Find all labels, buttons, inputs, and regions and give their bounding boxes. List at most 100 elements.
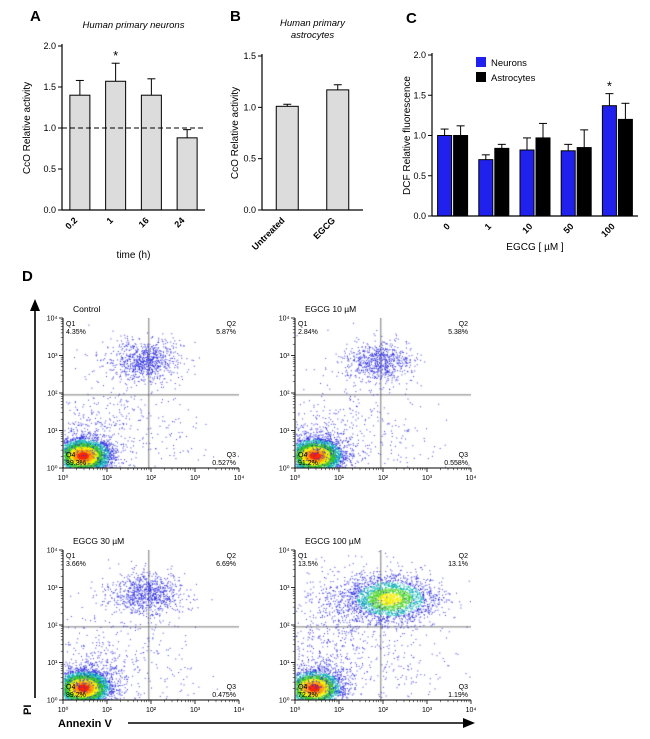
svg-text:10⁴: 10⁴	[279, 548, 290, 555]
svg-text:10⁰: 10⁰	[290, 474, 301, 482]
bar	[576, 147, 592, 217]
svg-text:10¹: 10¹	[334, 475, 345, 482]
quadrant-q4-label: Q4	[66, 452, 75, 459]
svg-text:10⁰: 10⁰	[279, 697, 290, 705]
bar	[69, 94, 91, 211]
svg-text:10³: 10³	[47, 353, 58, 360]
svg-text:10²: 10²	[146, 475, 157, 482]
chart-cco-astrocytes: Human primary astrocytes 0.0 0.5 1.0 1.5 Untre…	[226, 6, 381, 269]
svg-text:1.5: 1.5	[243, 51, 256, 61]
svg-text:0: 0	[441, 221, 452, 232]
svg-text:10³: 10³	[279, 585, 290, 592]
svg-text:1.0: 1.0	[243, 102, 256, 112]
svg-text:50: 50	[561, 221, 575, 235]
svg-text:10²: 10²	[378, 475, 389, 482]
y-axis-label: CcO Relative activity	[22, 82, 33, 174]
chart-svg-C: * 0.0 0.5 1.0 1.5 2.0 0 1 10 50 100 DCF Relative fl…	[402, 50, 638, 253]
chart-cco-neurons: Human primary neurons * 0.0 0.5 1.0 1.5 2.0 0.2…	[18, 6, 218, 269]
quadrant-q1-label: Q1	[298, 553, 307, 560]
quadrant-q4-percent: 72.2%	[298, 692, 318, 699]
y-axis-label: CcO Relative activity	[230, 87, 241, 179]
significance-star: *	[113, 48, 118, 63]
bar	[519, 149, 535, 217]
svg-text:1: 1	[483, 221, 494, 232]
svg-text:10: 10	[520, 221, 534, 235]
quadrant-q1-percent: 13.5%	[298, 561, 318, 568]
svg-text:1.0: 1.0	[43, 123, 56, 133]
flow-plot-egcg-100: EGCG 100 µM 10⁰ 10⁰ 10¹ 10¹ 10² 10² 10³ 10³ 10⁴ 10…	[260, 532, 492, 728]
quadrant-q3-label: Q3	[227, 452, 236, 459]
pi-axis-label: PI	[22, 705, 34, 715]
bar	[478, 159, 494, 217]
svg-text:EGCG: EGCG	[311, 215, 337, 241]
panel-d-axis-arrows: PI Annexin V	[22, 299, 475, 730]
legend-swatch	[476, 57, 486, 67]
svg-text:10⁰: 10⁰	[47, 697, 58, 705]
quadrant-q1-label: Q1	[66, 321, 75, 328]
svg-text:10⁴: 10⁴	[234, 475, 245, 482]
quadrant-q2-label: Q2	[459, 553, 468, 560]
svg-text:0.5: 0.5	[413, 171, 426, 181]
svg-text:10²: 10²	[279, 623, 290, 630]
svg-text:10¹: 10¹	[279, 428, 290, 435]
flow-points-canvas	[295, 550, 471, 700]
legend-swatch	[476, 72, 486, 82]
svg-text:10¹: 10¹	[47, 660, 58, 667]
svg-text:24: 24	[172, 215, 186, 229]
flow-points-canvas	[63, 318, 239, 468]
flow-plot-title: EGCG 100 µM	[305, 536, 361, 546]
svg-text:100: 100	[599, 221, 617, 239]
chart-dcf-fluorescence: * 0.0 0.5 1.0 1.5 2.0 0 1 10 50 100 DCF Relative fl…	[398, 10, 648, 261]
svg-text:10³: 10³	[422, 475, 433, 482]
svg-text:10⁰: 10⁰	[58, 706, 69, 714]
svg-text:10¹: 10¹	[47, 428, 58, 435]
quadrant-q1-label: Q1	[66, 553, 75, 560]
panel-label-a: A	[30, 8, 41, 25]
bar	[437, 135, 453, 217]
bar	[453, 135, 469, 217]
quadrant-q2-label: Q2	[459, 321, 468, 328]
svg-text:Human primary: Human primary	[280, 18, 346, 29]
svg-text:Human primary neurons: Human primary neurons	[83, 20, 185, 31]
quadrant-q2-percent: 6.69%	[216, 561, 236, 568]
bar	[560, 150, 576, 217]
quadrant-q3-label: Q3	[459, 684, 468, 691]
svg-text:10⁴: 10⁴	[47, 316, 58, 323]
flow-plot-egcg-10: EGCG 10 µM 10⁰ 10⁰ 10¹ 10¹ 10² 10² 10³ 10³ 10⁴ 10⁴…	[260, 300, 492, 496]
bar	[494, 147, 510, 217]
svg-text:10⁰: 10⁰	[279, 465, 290, 473]
x-axis-label: EGCG [ µM ]	[506, 242, 564, 253]
quadrant-q3-percent: 0.527%	[212, 460, 236, 467]
chart-svg-A: Human primary neurons * 0.0 0.5 1.0 1.5 2.0 0.2…	[22, 20, 205, 261]
quadrant-q2-percent: 5.38%	[448, 329, 468, 336]
svg-text:2.0: 2.0	[43, 41, 56, 51]
svg-text:10³: 10³	[190, 475, 201, 482]
quadrant-q3-percent: 0.558%	[444, 460, 468, 467]
quadrant-q4-label: Q4	[298, 684, 307, 691]
svg-text:10⁴: 10⁴	[466, 707, 477, 714]
annexin-axis-arrowhead	[463, 718, 475, 728]
svg-text:0.2: 0.2	[63, 215, 79, 231]
bar	[535, 137, 551, 217]
quadrant-q1-percent: 2.84%	[298, 329, 318, 336]
svg-text:10³: 10³	[422, 707, 433, 714]
svg-text:1.0: 1.0	[413, 131, 426, 141]
svg-text:10⁴: 10⁴	[279, 316, 290, 323]
bar	[176, 137, 198, 211]
quadrant-q2-label: Q2	[227, 321, 236, 328]
flow-plot-control: Control 10⁰ 10⁰ 10¹ 10¹ 10² 10² 10³ 10³ 10⁴ 10⁴ Q1 4…	[28, 300, 260, 496]
bar	[275, 105, 299, 211]
quadrant-q4-percent: 91.2%	[298, 460, 318, 467]
legend-label: Astrocytes	[491, 73, 536, 84]
quadrant-q2-label: Q2	[227, 553, 236, 560]
svg-text:16: 16	[137, 215, 151, 229]
svg-text:10¹: 10¹	[102, 707, 113, 714]
svg-text:10²: 10²	[378, 707, 389, 714]
svg-text:10⁰: 10⁰	[47, 465, 58, 473]
svg-text:0.0: 0.0	[243, 205, 256, 215]
bar	[326, 89, 350, 211]
panel-label-c: C	[406, 10, 417, 27]
